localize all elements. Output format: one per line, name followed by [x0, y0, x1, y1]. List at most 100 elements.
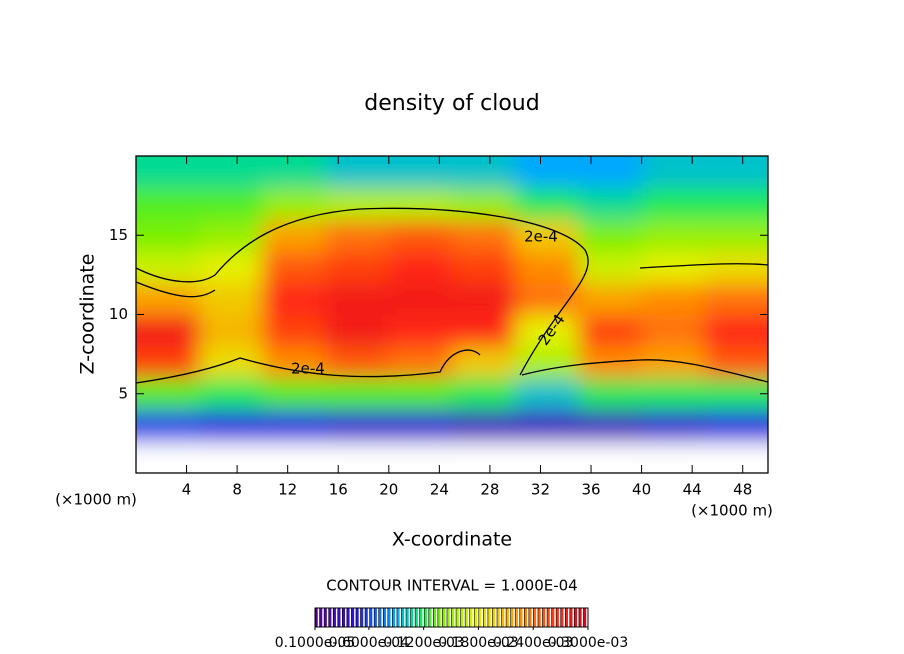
x-tick-label: 48 [733, 481, 752, 499]
cell [704, 251, 768, 284]
x-tick-label: 12 [278, 481, 297, 499]
colorbar-swatch [333, 608, 336, 627]
cell [262, 409, 327, 442]
colorbar-tick-label: 0.2400e-03 [493, 635, 573, 651]
x-tick-label: 32 [531, 481, 550, 499]
cell [388, 156, 453, 189]
cell [325, 156, 390, 189]
cell [325, 251, 390, 284]
cell [388, 219, 453, 252]
cell [452, 441, 516, 473]
cell [515, 251, 579, 284]
colorbar-swatch [360, 608, 364, 627]
y-axis-label: Z-coordinate [77, 254, 99, 375]
x-tick-label: 16 [329, 481, 348, 499]
x-tick-label: 28 [480, 481, 499, 499]
contour-label: 2e-4 [291, 360, 325, 378]
colorbar-swatch [424, 608, 427, 627]
contour-interval: CONTOUR INTERVAL = 1.000E-04 [326, 577, 577, 595]
colorbar-swatch [415, 608, 418, 627]
colorbar-swatch [383, 608, 386, 627]
colorbar-swatch [433, 608, 437, 627]
contour-line [521, 359, 769, 383]
contour-line [135, 349, 481, 384]
cell [641, 187, 706, 220]
colorbar-swatch [547, 608, 550, 627]
cell [578, 441, 643, 473]
cell [388, 346, 453, 379]
colorbar-swatch [392, 608, 396, 627]
cell [325, 409, 390, 442]
cell [452, 282, 516, 315]
cell [388, 282, 453, 315]
cell [388, 187, 453, 220]
colorbar-tick-label: 0.6000e-04 [329, 635, 410, 651]
cell [199, 409, 263, 442]
cell [262, 219, 327, 252]
cell [325, 314, 390, 347]
cell [388, 409, 453, 442]
cell [641, 219, 706, 252]
colorbar-swatch [515, 608, 518, 627]
cell [515, 409, 579, 442]
cell [262, 282, 327, 315]
cell [452, 187, 516, 220]
cell [388, 251, 453, 284]
colorbar-frame [314, 607, 589, 628]
cell [262, 377, 327, 411]
colorbar-swatch [524, 608, 528, 627]
cell [704, 346, 768, 379]
cell [325, 377, 390, 411]
cell [388, 441, 453, 473]
colorbar-swatch [401, 608, 405, 627]
cell [136, 156, 200, 189]
colorbar-swatch [465, 608, 468, 627]
colorbar-swatch [396, 608, 400, 627]
colorbar-swatch [583, 608, 587, 627]
cell [199, 346, 263, 379]
y-tick-label: 10 [109, 305, 128, 323]
colorbar-swatch [419, 608, 423, 627]
colorbar-swatch [492, 608, 496, 627]
colorbar-tick-label: 0.3000e-03 [548, 635, 628, 651]
cell [452, 251, 516, 284]
colorbar-swatch [478, 608, 482, 627]
colorbar-swatch [387, 608, 391, 627]
colorbar-tick-label: 0.1800e-03 [438, 635, 518, 651]
cell [388, 377, 453, 411]
cell [641, 409, 706, 442]
cell [325, 346, 390, 379]
x-tick-label: 40 [632, 481, 651, 499]
cell [136, 251, 200, 284]
cell [262, 441, 327, 473]
colorbar-swatch [569, 608, 573, 627]
colorbar-tick-label: 0.1200e-03 [383, 635, 463, 651]
colorbar-swatch [497, 608, 500, 627]
cell [578, 409, 643, 442]
cell [704, 409, 768, 442]
cell [325, 441, 390, 473]
colorbar-swatch [510, 608, 514, 627]
x-tick-label: 4 [182, 481, 192, 499]
colorbar-swatch [351, 608, 355, 627]
colorbar-swatch [355, 608, 359, 627]
cell [515, 219, 579, 252]
cell [136, 409, 200, 442]
cell [704, 441, 768, 473]
cell [578, 187, 643, 220]
cell [136, 441, 200, 473]
cell [641, 156, 706, 189]
cell [136, 282, 200, 315]
colorbar-swatch [365, 608, 368, 627]
colorbar-swatch [483, 608, 487, 627]
colorbar-swatch [446, 608, 450, 627]
colorbar-tick-label: 0.1000e-05 [275, 635, 355, 651]
colorbar-swatch [437, 608, 441, 627]
cell [452, 156, 516, 189]
x-tick-label: 24 [430, 481, 449, 499]
cell [578, 282, 643, 315]
cell [515, 377, 579, 411]
colorbar-swatch [469, 608, 473, 627]
cell [515, 441, 579, 473]
colorbar-swatch [533, 608, 537, 627]
